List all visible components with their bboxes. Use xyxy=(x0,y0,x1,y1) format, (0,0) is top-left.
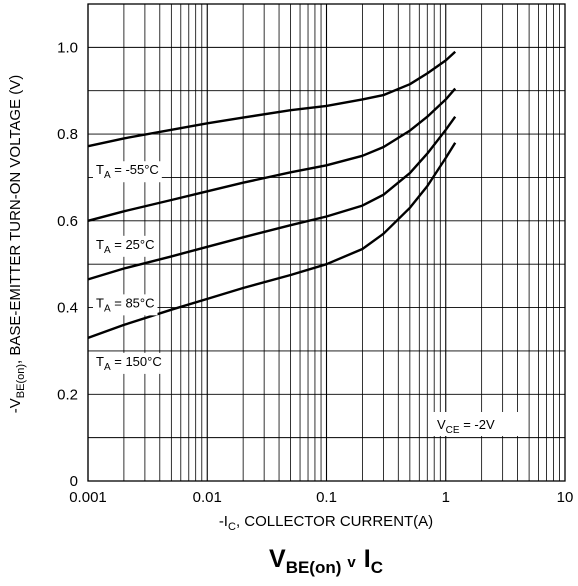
series-label-bg xyxy=(93,294,158,316)
y-tick-label: 0 xyxy=(70,473,78,490)
series-line-3 xyxy=(87,142,457,340)
y-tick-label: 0.4 xyxy=(57,300,78,317)
chart-title: VBE(on) v IC xyxy=(269,545,383,577)
series-line-2 xyxy=(87,116,457,281)
series-line-0 xyxy=(87,50,457,148)
series-label-0: TA = -55°C xyxy=(96,162,159,181)
y-axis-label: -VBE(on), BASE-EMITTER TURN-ON VOLTAGE (… xyxy=(7,75,27,413)
x-tick-label: 0.01 xyxy=(193,489,222,506)
x-tick-label: 0.1 xyxy=(316,489,337,506)
series-line-1 xyxy=(87,87,457,222)
series-label-bg xyxy=(93,235,158,257)
tick-labels: 0.001 0.01 0.1 1 10 0 0.2 0.4 0.6 0.8 1.0 xyxy=(57,39,573,506)
x-tick-label: 10 xyxy=(557,489,574,506)
y-tick-label: 0.6 xyxy=(57,213,78,230)
plot-frame xyxy=(87,3,566,482)
series-label-bg xyxy=(93,161,162,183)
x-axis-label: -IC, COLLECTOR CURRENT(A) xyxy=(219,513,433,533)
vce-annotation-bg xyxy=(432,412,524,436)
y-tick-label: 0.2 xyxy=(57,386,78,403)
vce-annotation: VCE = -2V xyxy=(432,412,524,436)
series-label-bg xyxy=(93,352,165,374)
series-lines xyxy=(87,50,457,340)
series-label-2: TA = 85°C xyxy=(96,295,155,314)
series-labels: TA = -55°C TA = 25°C TA = 85°C TA = 150°C xyxy=(93,161,165,374)
grid xyxy=(87,4,565,482)
series-label-1: TA = 25°C xyxy=(96,237,155,256)
x-tick-label: 1 xyxy=(442,489,450,506)
x-tick-label: 0.001 xyxy=(69,489,107,506)
series-label-3: TA = 150°C xyxy=(96,354,162,373)
y-tick-label: 1.0 xyxy=(57,39,78,56)
vce-annotation-text: VCE = -2V xyxy=(437,417,495,436)
y-tick-label: 0.8 xyxy=(57,126,78,143)
